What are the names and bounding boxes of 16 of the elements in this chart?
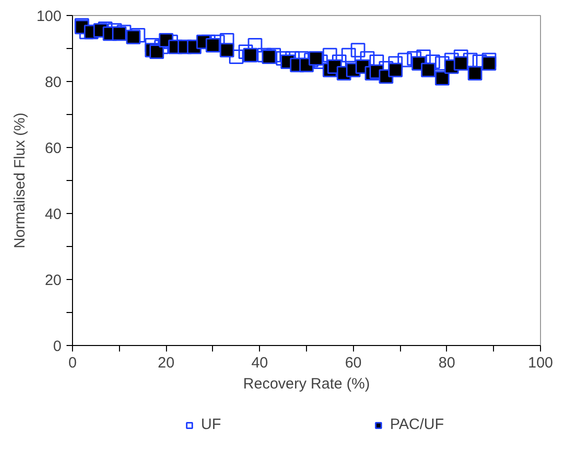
- y-tick-label: 60: [44, 140, 62, 157]
- x-tick-label: 40: [251, 354, 268, 372]
- y-tick-label: 20: [44, 272, 62, 289]
- x-tick-label: 60: [344, 354, 362, 372]
- y-tick-label: 40: [44, 206, 62, 223]
- x-tick-label: 80: [438, 354, 456, 372]
- y-axis-title: Normalised Flux (%): [11, 112, 28, 248]
- x-tick-label: 20: [158, 354, 174, 372]
- x-tick-label: 0: [68, 354, 77, 372]
- legend-label: PAC/UF: [390, 416, 444, 433]
- x-tick-label: 100: [528, 354, 554, 372]
- legend-label: UF: [201, 416, 221, 433]
- y-tick-label: 0: [53, 338, 62, 355]
- x-axis-title: Recovery Rate (%): [243, 376, 370, 392]
- y-tick-label: 100: [36, 8, 62, 25]
- y-tick-label: 80: [44, 74, 62, 91]
